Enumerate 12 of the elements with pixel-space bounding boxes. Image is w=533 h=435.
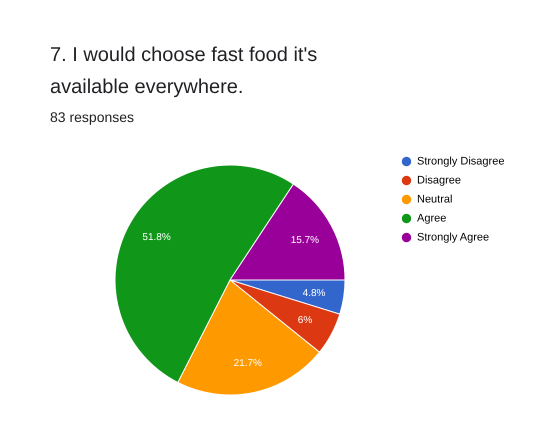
legend-label: Agree bbox=[417, 212, 446, 224]
chart-subtitle: 83 responses bbox=[50, 109, 134, 125]
data-label: 6% bbox=[298, 315, 312, 326]
legend-label: Neutral bbox=[417, 194, 452, 206]
data-label: 4.8% bbox=[302, 288, 326, 299]
legend-label: Disagree bbox=[417, 174, 462, 186]
data-label: 15.7% bbox=[290, 234, 320, 246]
legend-label: Strongly Agree bbox=[417, 232, 490, 244]
chart-title: 7. I would choose fast food it's available everywhere. bbox=[50, 44, 318, 98]
data-label: 51.8% bbox=[142, 232, 171, 244]
legend-label: Strongly Disagree bbox=[417, 156, 504, 168]
data-label: 21.7% bbox=[234, 358, 262, 370]
